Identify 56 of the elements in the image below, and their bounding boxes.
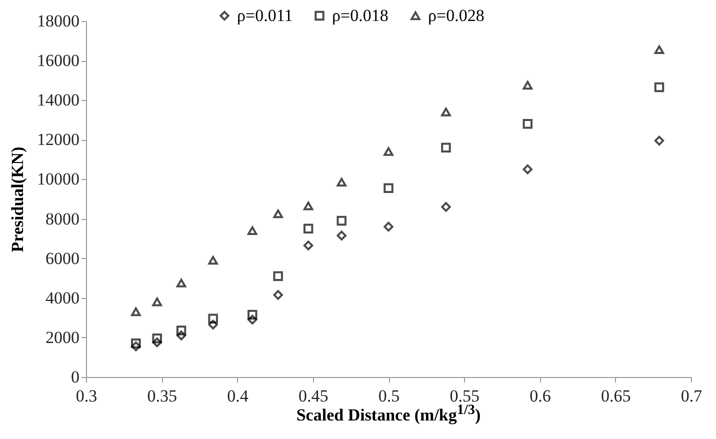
point bbox=[522, 118, 533, 129]
point bbox=[654, 136, 664, 146]
point bbox=[208, 320, 218, 330]
point bbox=[131, 307, 141, 316]
y-axis-title: Presidual(KN) bbox=[8, 146, 27, 252]
x-tick-label: 0.3 bbox=[76, 386, 98, 406]
point bbox=[131, 338, 141, 348]
point bbox=[384, 183, 394, 193]
point bbox=[152, 334, 162, 344]
x-tick-label: 0.7 bbox=[680, 386, 703, 406]
point bbox=[336, 178, 346, 187]
point bbox=[248, 314, 258, 325]
legend-label: ρ=0.018 bbox=[332, 6, 388, 25]
y-tick-label: 18000 bbox=[37, 12, 80, 30]
point bbox=[273, 290, 283, 300]
point bbox=[336, 230, 346, 240]
point bbox=[654, 82, 664, 92]
point bbox=[303, 240, 314, 250]
point bbox=[131, 341, 141, 352]
y-tick-label: 14000 bbox=[37, 90, 80, 110]
point bbox=[441, 108, 451, 116]
point bbox=[176, 326, 186, 336]
point bbox=[152, 297, 162, 306]
x-tick-label: 0.6 bbox=[530, 386, 551, 406]
point bbox=[273, 209, 283, 218]
point bbox=[384, 222, 394, 232]
point bbox=[303, 202, 314, 210]
y-tick-label: 12000 bbox=[37, 130, 80, 150]
point bbox=[303, 224, 314, 234]
point bbox=[248, 226, 258, 235]
point bbox=[152, 338, 162, 348]
point bbox=[336, 216, 346, 226]
point bbox=[522, 164, 533, 174]
point bbox=[208, 256, 218, 265]
y-tick-label: 4000 bbox=[46, 288, 80, 308]
y-tick-label: 16000 bbox=[37, 51, 80, 70]
y-tick-label: 0 bbox=[71, 368, 80, 386]
legend-label: ρ=0.011 bbox=[237, 6, 293, 25]
y-tick-label: 8000 bbox=[46, 209, 80, 228]
point bbox=[654, 45, 664, 54]
x-tick-label: 0.35 bbox=[147, 386, 177, 406]
x-tick-label: 0.65 bbox=[601, 386, 631, 406]
point bbox=[522, 80, 533, 90]
y-tick-label: 10000 bbox=[37, 170, 80, 189]
y-tick-label: 6000 bbox=[46, 248, 80, 268]
point bbox=[273, 271, 283, 282]
point bbox=[248, 310, 258, 320]
point bbox=[441, 142, 451, 152]
point bbox=[441, 202, 451, 212]
y-tick-label: 2000 bbox=[46, 328, 80, 347]
legend-label: ρ=0.028 bbox=[428, 6, 484, 25]
point bbox=[176, 330, 186, 340]
point bbox=[208, 314, 218, 324]
x-tick-label: 0.4 bbox=[227, 386, 249, 406]
point bbox=[384, 147, 394, 156]
point bbox=[176, 278, 186, 288]
